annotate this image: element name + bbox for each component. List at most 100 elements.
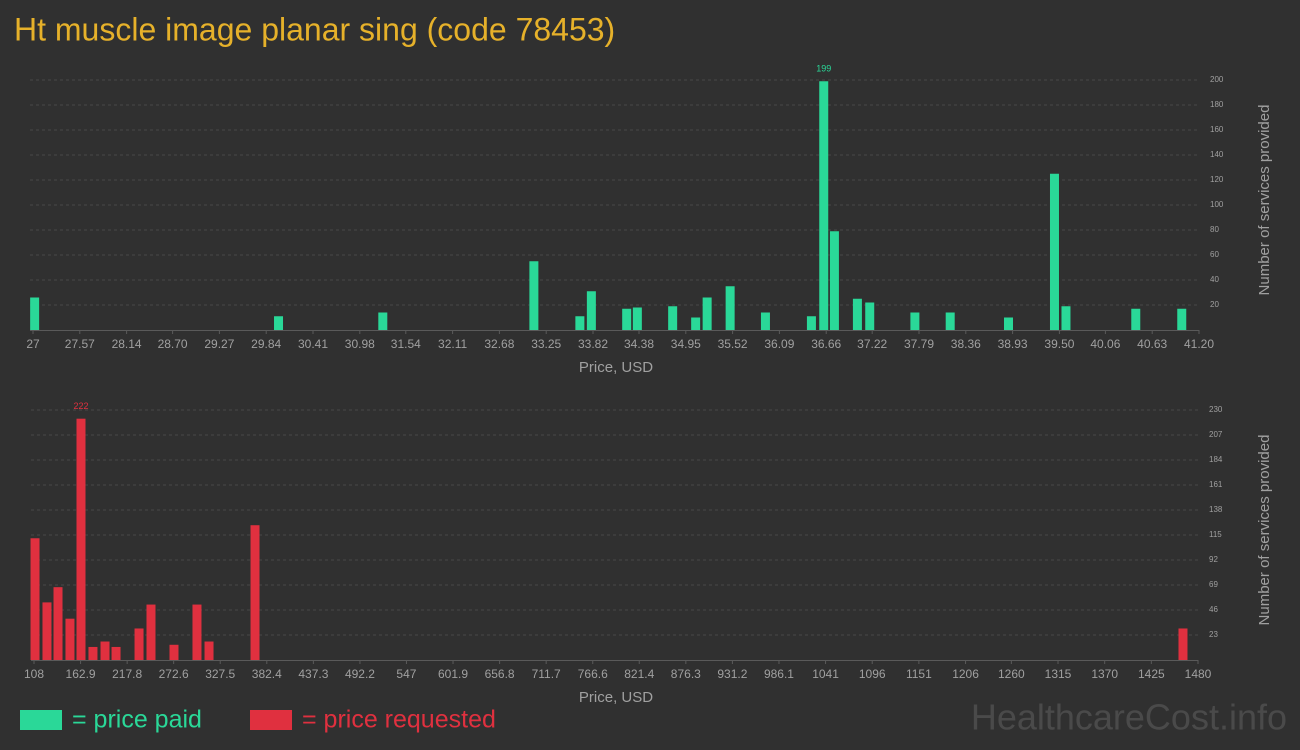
y-tick-label: 60 — [1210, 250, 1219, 259]
bar — [865, 302, 875, 330]
x-tick-label: 39.50 — [1044, 337, 1074, 351]
bar — [725, 286, 735, 330]
x-tick-label: 601.9 — [438, 667, 468, 681]
x-tick-label: 38.36 — [951, 337, 981, 351]
bar — [529, 261, 539, 330]
x-tick-label: 1096 — [859, 667, 886, 681]
x-tick-label: 27.57 — [65, 337, 95, 351]
x-tick-label: 36.66 — [811, 337, 841, 351]
x-tick-label: 29.27 — [204, 337, 234, 351]
legend-swatch — [20, 710, 62, 730]
x-tick-label: 108 — [24, 667, 44, 681]
x-tick-label: 40.06 — [1090, 337, 1120, 351]
x-axis-label: Price, USD — [579, 689, 653, 706]
y-tick-label: 200 — [1210, 75, 1224, 84]
x-tick-label: 41.20 — [1184, 337, 1214, 351]
x-tick-label: 1480 — [1185, 667, 1212, 681]
bar — [250, 525, 260, 660]
x-tick-label: 217.8 — [112, 667, 142, 681]
bar — [204, 641, 214, 660]
y-tick-label: 207 — [1209, 430, 1223, 439]
x-tick-label: 30.41 — [298, 337, 328, 351]
data-label: 199 — [816, 64, 831, 74]
bar — [30, 297, 40, 330]
x-tick-label: 32.11 — [438, 337, 467, 351]
x-tick-label: 711.7 — [532, 667, 561, 681]
y-tick-label: 184 — [1209, 455, 1223, 464]
y-tick-label: 69 — [1209, 580, 1218, 589]
bar — [910, 312, 920, 330]
x-tick-label: 1315 — [1045, 667, 1072, 681]
bar — [100, 641, 110, 660]
bar — [691, 317, 701, 330]
data-label: 222 — [73, 401, 88, 411]
y-tick-label: 80 — [1210, 225, 1219, 234]
x-tick-label: 30.98 — [345, 337, 375, 351]
legend-label: = price paid — [72, 706, 202, 734]
bar — [760, 312, 770, 330]
bar — [76, 418, 86, 660]
bar — [806, 316, 816, 330]
x-tick-label: 1260 — [998, 667, 1025, 681]
bar — [53, 587, 63, 660]
legend-label: = price requested — [302, 706, 496, 734]
x-tick-label: 1370 — [1091, 667, 1118, 681]
x-tick-label: 162.9 — [66, 667, 96, 681]
y-tick-label: 115 — [1209, 530, 1222, 539]
bar — [169, 644, 179, 660]
bar — [1178, 628, 1188, 660]
y-tick-label: 180 — [1210, 100, 1224, 109]
bar — [1049, 173, 1059, 330]
x-tick-label: 821.4 — [624, 667, 654, 681]
bar — [702, 297, 712, 330]
y-tick-label: 160 — [1210, 125, 1224, 134]
x-tick-label: 35.52 — [718, 337, 748, 351]
bar — [88, 646, 98, 660]
y-tick-label: 140 — [1210, 150, 1224, 159]
x-tick-label: 1041 — [812, 667, 839, 681]
y-tick-label: 20 — [1210, 300, 1219, 309]
x-tick-label: 28.14 — [112, 337, 142, 351]
x-tick-label: 272.6 — [159, 667, 189, 681]
x-tick-label: 36.09 — [764, 337, 794, 351]
x-tick-label: 931.2 — [717, 667, 747, 681]
y-tick-label: 120 — [1210, 175, 1224, 184]
bar — [829, 231, 839, 330]
chart-title: Ht muscle image planar sing (code 78453) — [14, 11, 615, 47]
bar — [378, 312, 388, 330]
x-tick-label: 1425 — [1138, 667, 1165, 681]
x-tick-label: 766.6 — [578, 667, 608, 681]
x-tick-label: 27 — [26, 337, 40, 351]
bar — [668, 306, 678, 330]
x-tick-label: 29.84 — [251, 337, 281, 351]
bar — [146, 604, 156, 660]
y-tick-label: 161 — [1209, 480, 1223, 489]
y-tick-label: 23 — [1209, 630, 1218, 639]
watermark: HealthcareCost.info — [971, 697, 1287, 738]
bar — [1131, 308, 1141, 330]
bar — [42, 602, 52, 660]
y-tick-label: 46 — [1209, 605, 1218, 614]
x-tick-label: 40.63 — [1137, 337, 1167, 351]
y-tick-label: 100 — [1210, 200, 1224, 209]
x-tick-label: 876.3 — [671, 667, 701, 681]
x-tick-label: 1206 — [952, 667, 979, 681]
bar — [819, 81, 829, 330]
bar — [586, 291, 596, 330]
bar — [65, 618, 75, 660]
x-tick-label: 32.68 — [484, 337, 514, 351]
bar — [632, 307, 642, 330]
x-tick-label: 38.93 — [998, 337, 1028, 351]
y-tick-label: 40 — [1210, 275, 1219, 284]
x-tick-label: 37.79 — [904, 337, 934, 351]
x-tick-label: 33.82 — [578, 337, 608, 351]
bar — [1061, 306, 1071, 330]
bar — [575, 316, 585, 330]
x-tick-label: 33.25 — [531, 337, 561, 351]
y-tick-label: 138 — [1209, 505, 1223, 514]
bar — [1177, 308, 1187, 330]
bar — [111, 646, 121, 660]
x-tick-label: 656.8 — [485, 667, 515, 681]
